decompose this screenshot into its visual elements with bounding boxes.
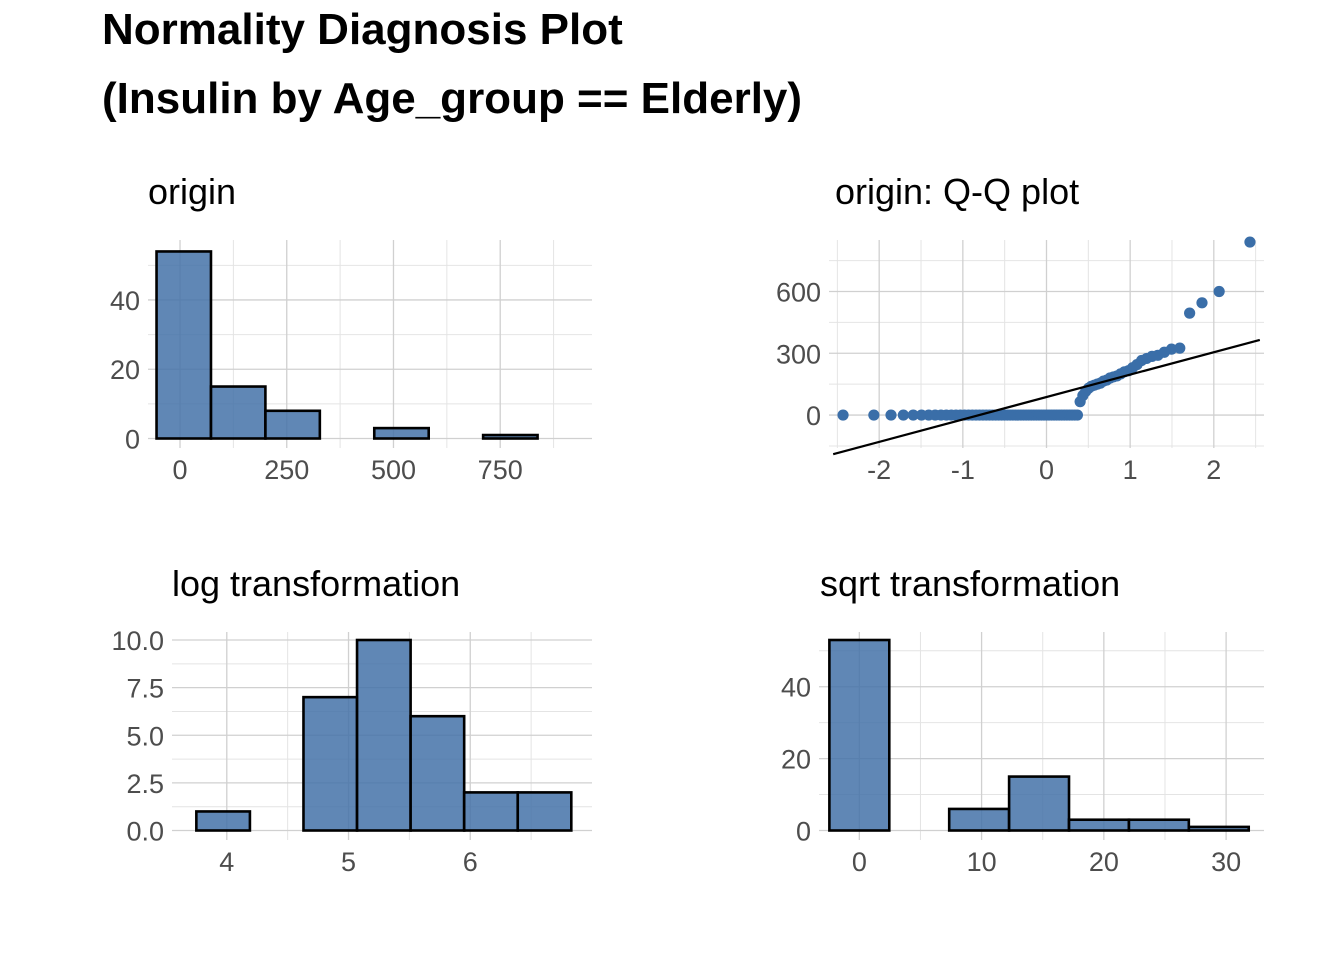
y-tick-label: 0 [125,425,140,455]
x-tick-label: 500 [371,455,416,485]
histogram-bar [1067,818,1131,832]
x-tick-label: 250 [264,455,309,485]
qq-reference-line [832,338,1261,456]
x-tick-label: 5 [341,847,356,877]
y-axis-origin: 0 20 40 [110,286,140,455]
x-tick-label: -1 [951,455,975,485]
histogram-bar [828,638,891,832]
histogram-bar [462,791,520,832]
y-tick-label: 20 [110,355,140,385]
y-tick-label: 40 [110,286,140,316]
x-axis-log: 4 5 6 [219,847,478,877]
x-tick-label: 20 [1089,847,1119,877]
histogram-bar [302,695,359,832]
qq-point [1184,307,1196,319]
y-tick-label: 0 [806,401,821,431]
histogram-bar [155,250,213,440]
bars-origin [155,250,539,440]
y-tick-label: 20 [781,745,811,775]
x-tick-label: 2 [1206,455,1221,485]
x-tick-label: 0 [173,455,188,485]
histogram-bar [1187,825,1251,832]
histogram-bar [516,791,573,832]
histogram-bar [355,638,412,832]
qq-point [1174,342,1186,354]
qq-point [837,409,849,421]
grid-sqrt [819,632,1264,840]
x-axis-qq: -2 -1 0 1 2 [867,455,1221,485]
y-tick-label: 10.0 [111,626,164,656]
panel-log-histogram: log transformation 4 5 6 0.0 2.5 5.0 7.5 10.0 [111,563,592,877]
y-tick-label: 0 [796,817,811,847]
qq-point [907,409,919,421]
histogram-bar [947,807,1011,832]
qq-point [1165,343,1178,355]
qq-point [885,409,897,421]
panel-title-log: log transformation [172,563,460,604]
x-tick-label: 10 [967,847,997,877]
x-tick-label: 0 [852,847,867,877]
x-tick-label: 30 [1211,847,1241,877]
x-axis-origin: 0 250 500 750 [173,455,523,485]
x-tick-label: 1 [1123,455,1138,485]
y-axis-qq: 0 300 600 [776,277,821,431]
x-tick-label: 6 [463,847,478,877]
x-tick-label: 0 [1039,455,1054,485]
qq-point [1071,409,1084,421]
y-axis-sqrt: 0 20 40 [781,673,811,847]
qq-point [1196,297,1208,309]
panel-origin-histogram: origin 0 250 500 750 0 20 40 [110,171,592,485]
y-tick-label: 2.5 [126,769,164,799]
qq-point [1213,285,1225,298]
histogram-bar [195,810,252,832]
x-tick-label: 4 [219,847,234,877]
histogram-bar [409,714,466,832]
x-axis-sqrt: 0 10 20 30 [852,847,1241,877]
y-tick-label: 5.0 [126,721,164,751]
histogram-bar [481,433,539,440]
y-tick-label: 40 [781,673,811,703]
x-tick-label: -2 [867,455,891,485]
qq-point [1244,236,1256,248]
panel-title-origin: origin [148,171,236,212]
histogram-bar [372,426,431,440]
panel-sqrt-histogram: sqrt transformation 0 10 20 30 0 20 40 [781,563,1264,877]
main-title-line-1: Normality Diagnosis Plot [102,5,623,54]
y-tick-label: 0.0 [126,817,164,847]
y-axis-log: 0.0 2.5 5.0 7.5 10.0 [111,626,164,847]
x-tick-label: 750 [478,455,523,485]
histogram-bar [1007,775,1071,832]
y-tick-label: 7.5 [126,674,164,704]
main-title-line-2: (Insulin by Age_group == Elderly) [102,74,802,123]
bars-log [195,638,573,832]
panel-title-sqrt: sqrt transformation [820,563,1120,604]
histogram-bar [209,385,267,440]
panel-qq-plot: origin: Q-Q plot -2 -1 0 1 2 0 300 600 [776,171,1264,485]
panel-title-qq: origin: Q-Q plot [835,171,1079,212]
histogram-bar [1127,818,1191,832]
y-tick-label: 600 [776,277,821,307]
qq-point [897,409,909,421]
bars-sqrt [828,638,1251,832]
histogram-bar [264,409,322,440]
y-tick-label: 300 [776,339,821,369]
qq-point [868,409,880,421]
